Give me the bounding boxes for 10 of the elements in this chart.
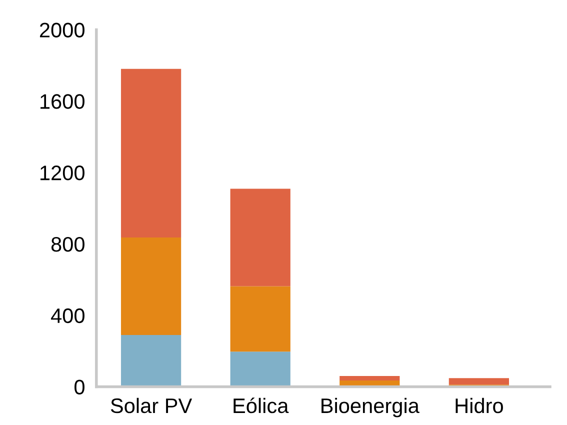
y-tick-label: 1200	[40, 166, 84, 180]
x-tick-label: Hidro	[456, 398, 503, 414]
y-tick-label: 2000	[40, 22, 84, 38]
x-tick-label: Bioenergia	[322, 398, 420, 418]
x-tick-label: Eólica	[234, 398, 289, 414]
x-tick-label: Solar PV	[110, 398, 192, 414]
y-tick-label: 0	[74, 380, 84, 395]
y-tick-label: 800	[51, 236, 84, 252]
y-tick-label: 1600	[40, 94, 84, 109]
y-tick-label: 400	[51, 308, 84, 324]
